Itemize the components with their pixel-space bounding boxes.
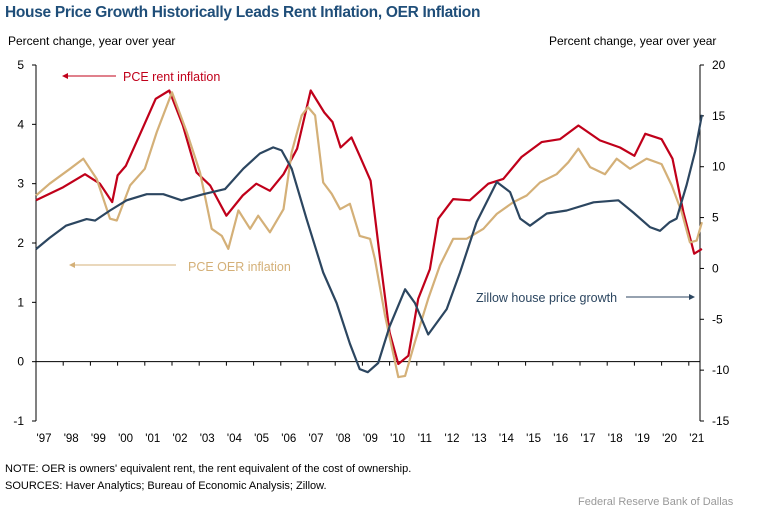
x-tick-label: '11: [418, 433, 432, 445]
series-line-1: [36, 92, 702, 377]
left-tick-label: 3: [17, 177, 24, 191]
right-tick-label: 10: [712, 160, 726, 174]
x-tick-label: '15: [526, 433, 541, 445]
left-tick-label: 1: [17, 295, 24, 309]
x-tick-label: '21: [689, 433, 704, 445]
x-tick-label: '03: [200, 433, 215, 445]
x-tick-label: '14: [499, 433, 515, 445]
x-tick-label: '16: [553, 433, 568, 445]
x-tick-label: '04: [227, 433, 243, 445]
annotation-label: Zillow house price growth: [476, 291, 617, 305]
x-tick-label: '18: [608, 433, 623, 445]
x-tick-label: '10: [390, 433, 405, 445]
series-line-0: [36, 91, 702, 365]
chart-sources: SOURCES: Haver Analytics; Bureau of Econ…: [5, 480, 327, 492]
x-tick-label: '19: [635, 433, 650, 445]
left-tick-label: -1: [13, 414, 24, 428]
right-tick-label: 5: [712, 211, 719, 225]
x-tick-label: '97: [37, 433, 52, 445]
chart-note: NOTE: OER is owners' equivalent rent, th…: [5, 463, 411, 475]
x-tick-label: '17: [581, 433, 596, 445]
annotation-label: PCE OER inflation: [188, 260, 291, 274]
x-tick-label: '05: [254, 433, 269, 445]
left-tick-label: 5: [17, 58, 24, 72]
x-tick-label: '08: [336, 433, 351, 445]
x-tick-label: '98: [64, 433, 79, 445]
right-tick-label: -15: [712, 414, 730, 428]
x-tick-label: '02: [173, 433, 188, 445]
x-tick-label: '06: [281, 433, 296, 445]
right-tick-label: -5: [712, 312, 723, 326]
right-tick-label: -10: [712, 363, 730, 377]
left-tick-label: 0: [17, 355, 24, 369]
x-tick-label: '01: [145, 433, 160, 445]
x-tick-label: '07: [309, 433, 324, 445]
x-tick-label: '99: [91, 433, 106, 445]
x-tick-label: '00: [118, 433, 133, 445]
x-tick-label: '12: [445, 433, 460, 445]
series-line-2: [36, 115, 702, 372]
left-tick-label: 2: [17, 236, 24, 250]
x-tick-label: '13: [472, 433, 487, 445]
right-tick-label: 20: [712, 58, 726, 72]
x-tick-label: '20: [662, 433, 677, 445]
annotation-label: PCE rent inflation: [123, 70, 220, 84]
chart-credit: Federal Reserve Bank of Dallas: [578, 496, 733, 508]
left-tick-label: 4: [17, 117, 24, 131]
right-tick-label: 15: [712, 109, 726, 123]
right-tick-label: 0: [712, 261, 719, 275]
x-tick-label: '09: [363, 433, 378, 445]
